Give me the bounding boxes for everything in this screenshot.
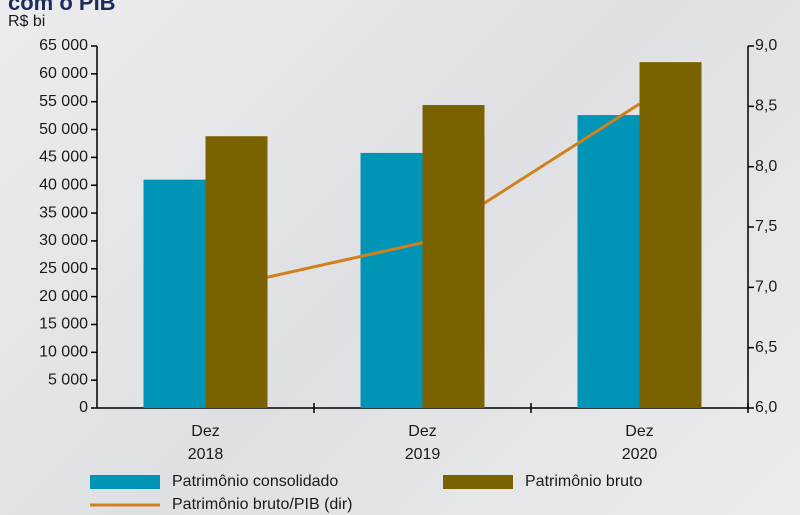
legend-swatch <box>90 475 160 489</box>
y2-tick-label: 6,5 <box>755 339 777 356</box>
y-tick-label: 20 000 <box>39 288 88 305</box>
y-axis-label: R$ bi <box>8 13 45 30</box>
x-tick-label: Dez <box>408 423 436 440</box>
y-tick-label: 25 000 <box>39 260 88 277</box>
y-tick-label: 40 000 <box>39 176 88 193</box>
bar <box>639 62 702 409</box>
y-tick-label: 60 000 <box>39 65 88 82</box>
y-tick-label: 65 000 <box>39 37 88 54</box>
x-tick-label: Dez <box>191 423 219 440</box>
bar <box>205 136 268 408</box>
y2-tick-label: 8,0 <box>755 158 777 175</box>
y-tick-label: 55 000 <box>39 93 88 110</box>
y-tick-label: 45 000 <box>39 149 88 166</box>
y2-tick-label: 7,0 <box>755 279 777 296</box>
x-tick-label: 2018 <box>188 446 224 463</box>
y-tick-label: 50 000 <box>39 121 88 138</box>
bar <box>422 105 485 408</box>
y2-tick-label: 8,5 <box>755 98 777 115</box>
y-tick-label: 15 000 <box>39 316 88 333</box>
legend-swatch <box>443 475 513 489</box>
y2-tick-label: 9,0 <box>755 37 777 54</box>
y2-tick-label: 7,5 <box>755 218 777 235</box>
bar <box>360 152 423 408</box>
y-tick-label: 10 000 <box>39 344 88 361</box>
legend-label: Patrimônio bruto <box>525 473 642 490</box>
bar <box>143 179 206 408</box>
y-tick-label: 30 000 <box>39 232 88 249</box>
x-tick-label: 2020 <box>622 446 658 463</box>
y-tick-label: 0 <box>79 399 88 416</box>
legend-label: Patrimônio bruto/PIB (dir) <box>172 496 353 513</box>
x-tick-label: Dez <box>625 423 653 440</box>
y2-tick-label: 6,0 <box>755 399 777 416</box>
x-tick-label: 2019 <box>405 446 441 463</box>
bar <box>577 115 640 408</box>
y-tick-label: 35 000 <box>39 204 88 221</box>
chart-title: com o PIB <box>8 0 116 15</box>
legend-label: Patrimônio consolidado <box>172 473 338 490</box>
y-tick-label: 5 000 <box>48 371 88 388</box>
